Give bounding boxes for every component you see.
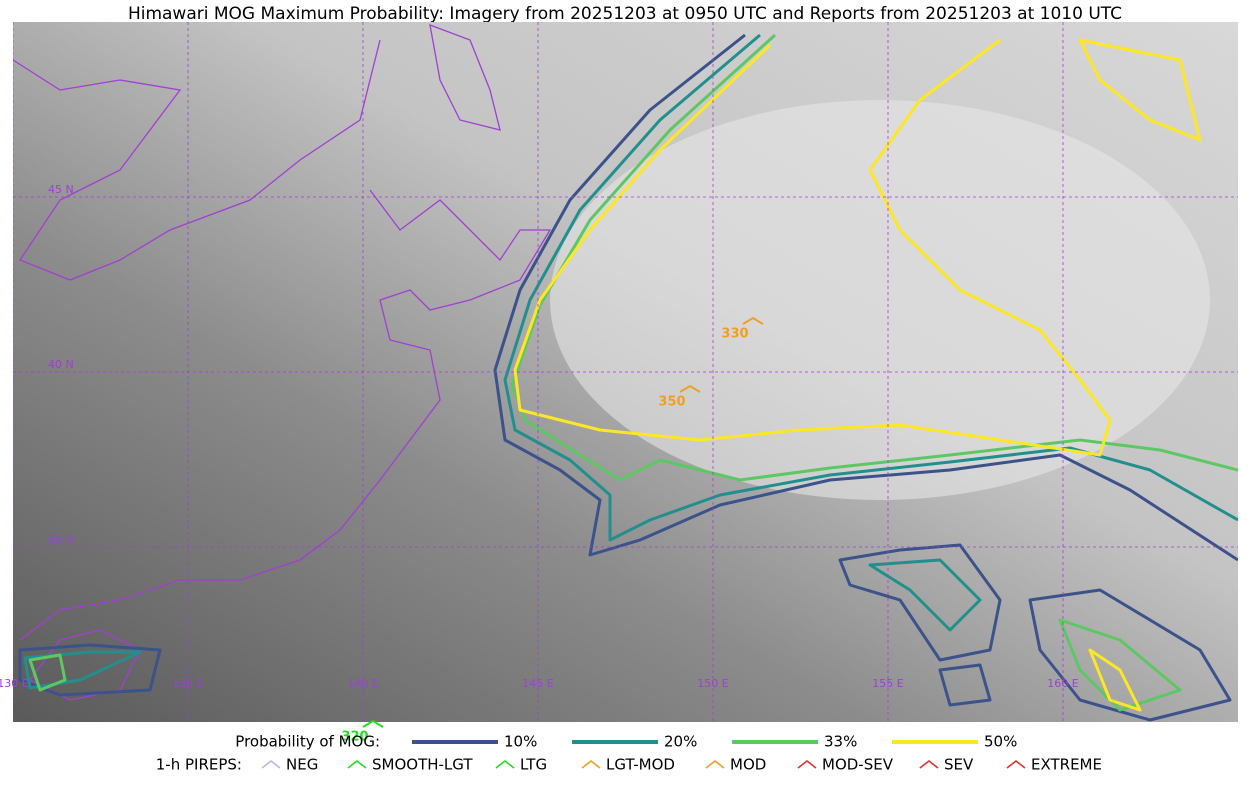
cloud-area	[550, 100, 1210, 500]
legend-label: 50%	[984, 733, 1017, 751]
legend-symbol	[1006, 759, 1026, 769]
legend-label: 33%	[824, 733, 857, 751]
lon-label: 130 E	[0, 677, 29, 690]
legend-symbol	[581, 759, 601, 769]
title: Himawari MOG Maximum Probability: Imager…	[128, 4, 1122, 24]
lon-label: 135 E	[172, 677, 203, 690]
legend-symbol	[797, 759, 817, 769]
legend-symbol	[261, 759, 281, 769]
legend-title: Probability of MOG:	[235, 733, 380, 751]
reports: 330 350 320	[341, 316, 764, 745]
legend-label: LTG	[520, 756, 547, 774]
lon-label: 155 E	[872, 677, 903, 690]
lon-label: 140 E	[347, 677, 378, 690]
contours	[18, 33, 1238, 722]
coastlines	[13, 23, 552, 701]
graticule	[13, 22, 1238, 722]
map	[13, 22, 1238, 722]
legend: Probability of MOG: 10% 20% 33% 50% 1-h PIREP…	[156, 733, 1102, 774]
legend-label: SMOOTH-LGT	[372, 756, 473, 774]
legend-symbol	[495, 759, 515, 769]
graticule-labels: 45 N 40 N 35 N 130 E 135 E 140 E 145 E 150 E 155…	[0, 183, 1079, 690]
legend-label: SEV	[944, 756, 974, 774]
report-symbol	[742, 316, 764, 325]
legend-symbol	[705, 759, 725, 769]
report-label: 320	[341, 730, 368, 745]
report-label: 350	[658, 395, 685, 410]
legend-label: 10%	[504, 733, 537, 751]
legend-label: EXTREME	[1031, 756, 1102, 774]
lon-label: 145 E	[522, 677, 553, 690]
legend-label: MOD	[730, 756, 766, 774]
lat-label: 45 N	[48, 183, 74, 196]
legend-title: 1-h PIREPS:	[156, 756, 242, 774]
legend-label: NEG	[286, 756, 318, 774]
legend-label: 20%	[664, 733, 697, 751]
report-label: 330	[721, 327, 748, 342]
lon-label: 150 E	[697, 677, 728, 690]
legend-symbol	[919, 759, 939, 769]
legend-label: MOD-SEV	[822, 756, 894, 774]
lat-label: 35 N	[48, 533, 74, 546]
lon-label: 160 E	[1047, 677, 1078, 690]
legend-label: LGT-MOD	[606, 756, 675, 774]
report-symbol	[679, 384, 701, 393]
lat-label: 40 N	[48, 358, 74, 371]
report-symbol	[362, 719, 384, 728]
legend-symbol	[347, 759, 367, 769]
